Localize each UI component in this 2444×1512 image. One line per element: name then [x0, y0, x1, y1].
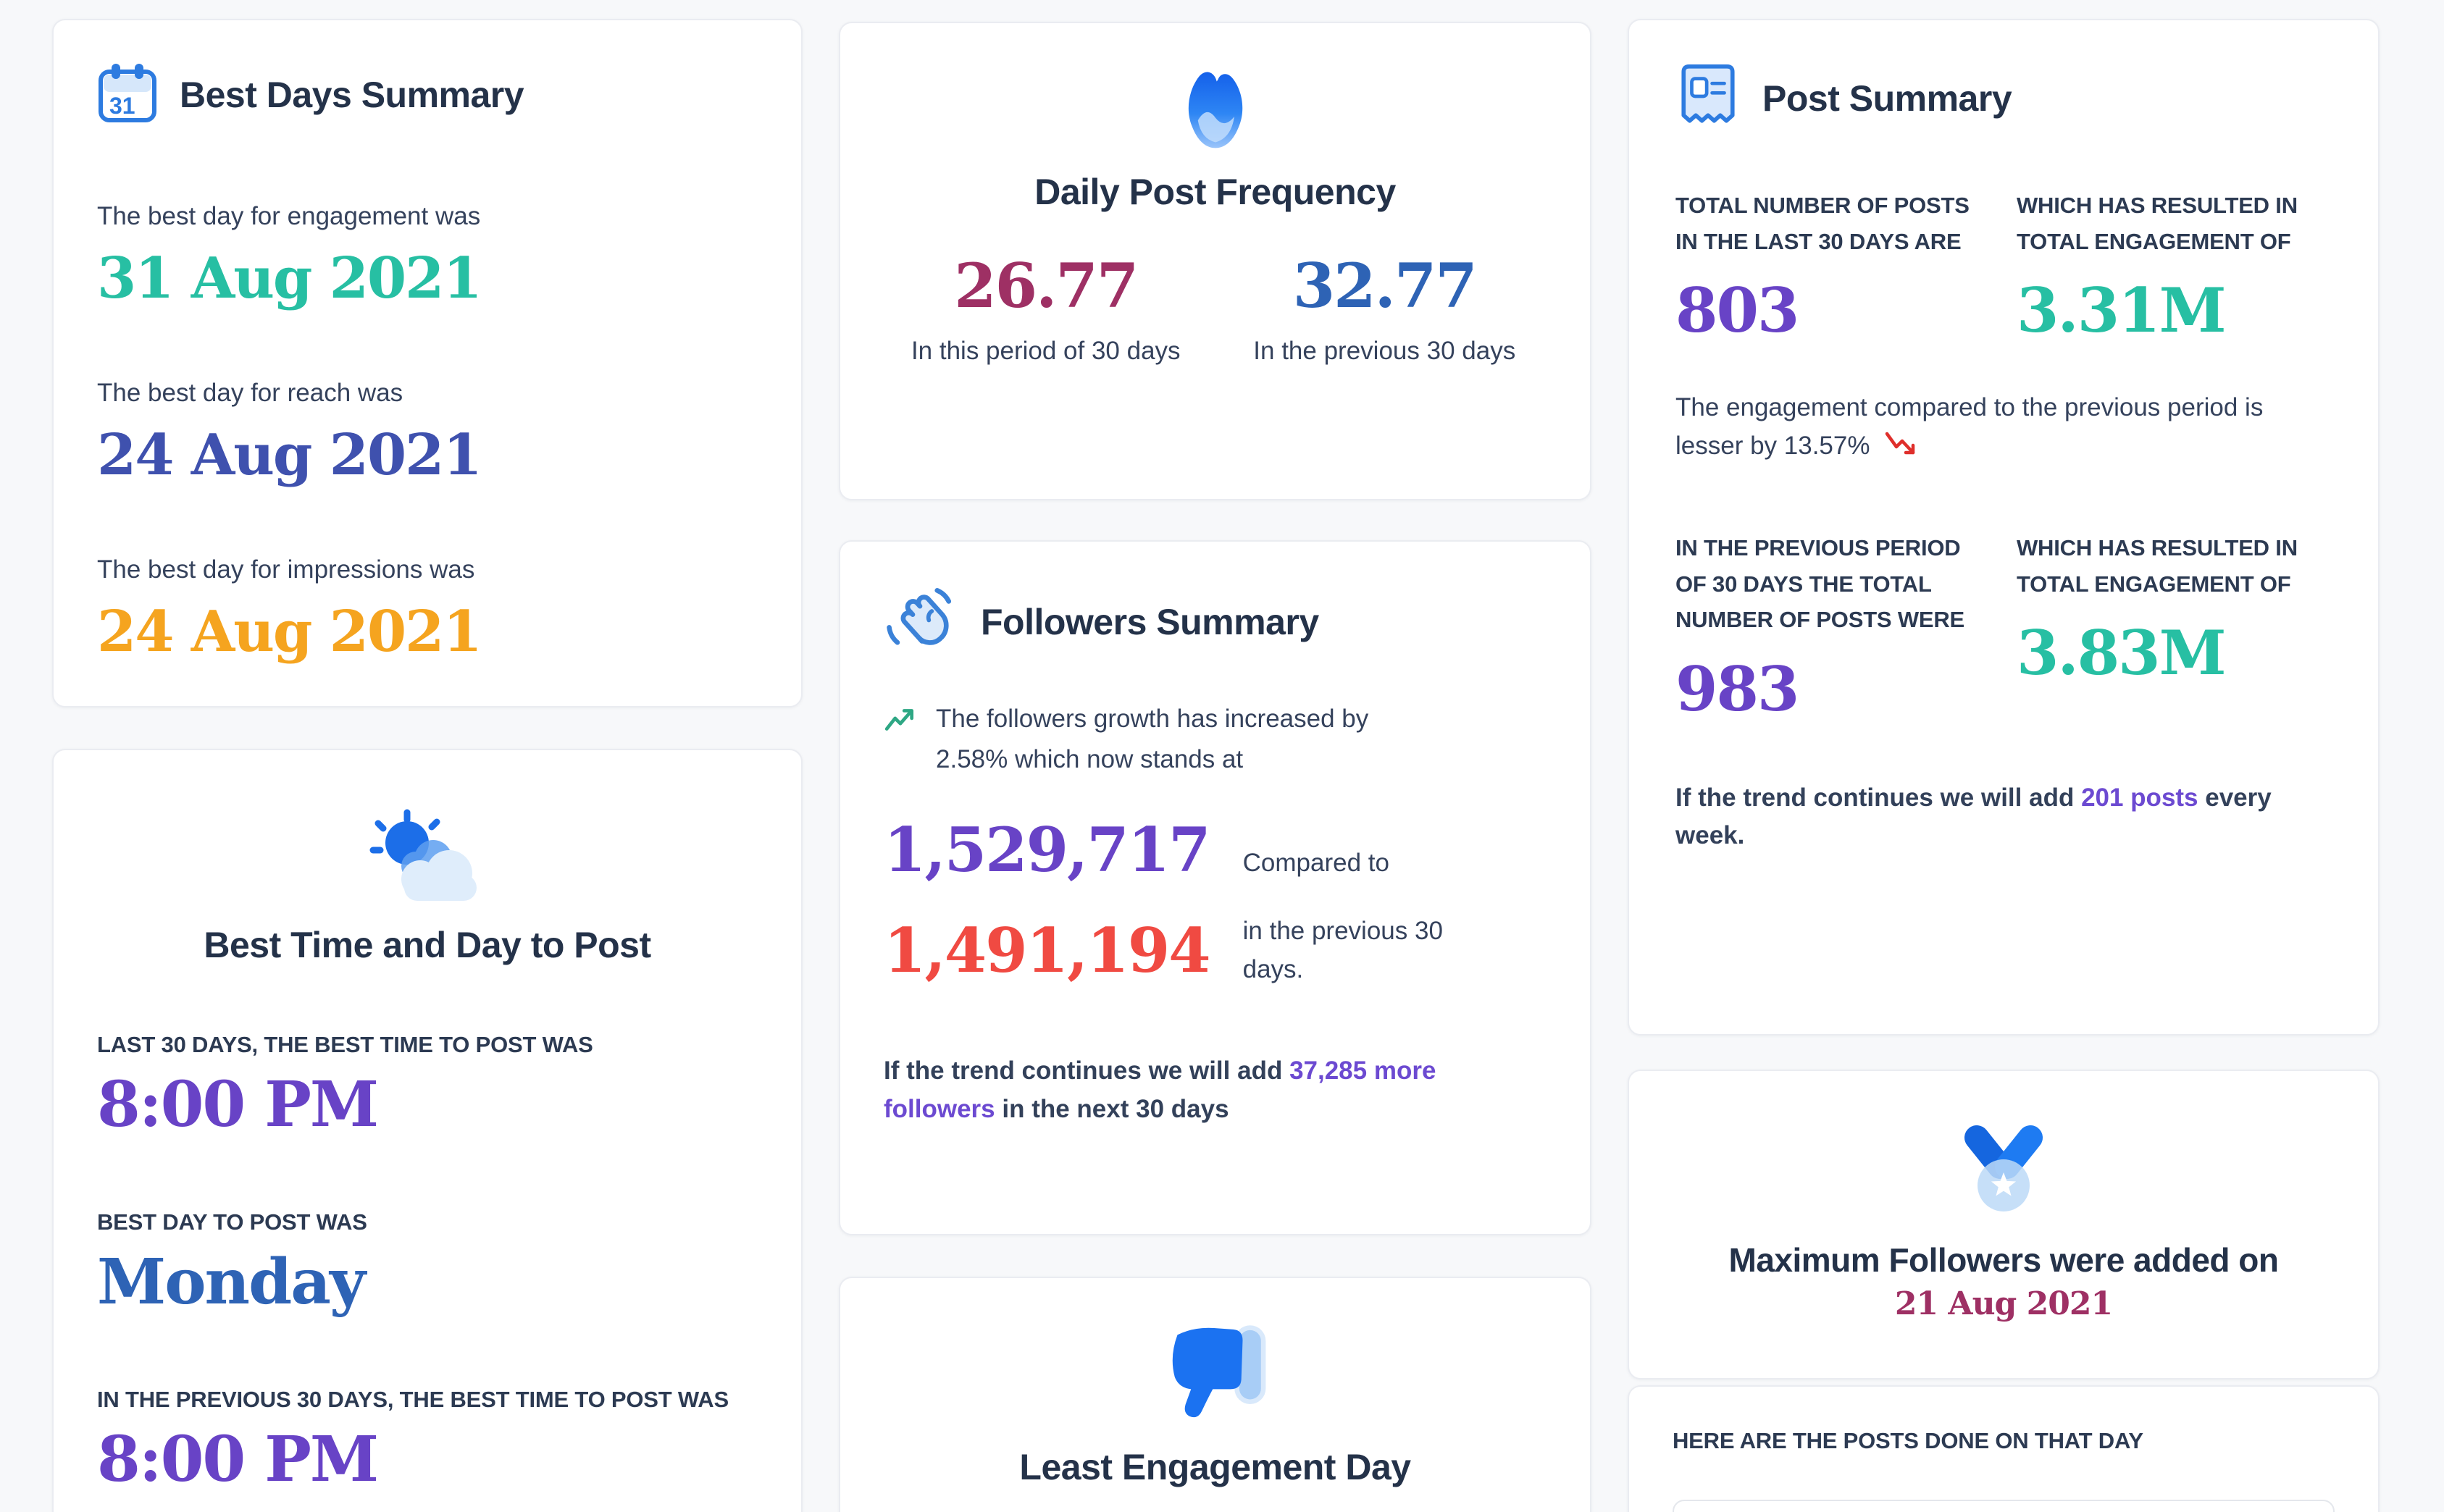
followers-summary-card: Followers Summary The followers growth h…: [839, 540, 1591, 1235]
trend-suffix: in the next 30 days: [995, 1094, 1229, 1123]
total-posts-cell: TOTAL NUMBER OF POSTS IN THE LAST 30 DAY…: [1675, 188, 1991, 348]
best-time-card: Best Time and Day to Post LAST 30 DAYS, …: [52, 749, 803, 1512]
growth-text: The followers growth has increased by 2.…: [936, 705, 1369, 773]
daily-post-frequency-card: Daily Post Frequency 26.77 In this perio…: [839, 22, 1591, 500]
total-engagement-cell: WHICH HAS RESULTED IN TOTAL ENGAGEMENT O…: [2017, 188, 2332, 348]
total-engagement-value: 3.31M: [2017, 274, 2227, 347]
trend-suffix: every week.: [1675, 783, 2272, 850]
best-day-engagement-value: 31 Aug 2021: [97, 245, 482, 311]
post-summary-card: Post Summary TOTAL NUMBER OF POSTS IN TH…: [1628, 19, 2380, 1036]
max-followers-date: 21 Aug 2021: [1894, 1285, 2113, 1322]
previous-followers-row: 1,491,194 in the previous 30 days.: [884, 912, 1547, 988]
card-title: Daily Post Frequency: [1034, 172, 1396, 212]
total-engagement-label: WHICH HAS RESULTED IN TOTAL ENGAGEMENT O…: [2017, 193, 2298, 254]
posts-on-day-card: HERE ARE THE POSTS DONE ON THAT DAY: [1628, 1385, 2380, 1512]
best-days-header: 31 Best Days Summary: [97, 61, 758, 128]
followers-header: Followers Summary: [884, 582, 1547, 661]
previous-engagement-value: 3.83M: [2017, 617, 2227, 689]
card-title: Followers Summary: [981, 601, 1319, 642]
posts-trend-note: If the trend continues we will add 201 p…: [1675, 779, 2327, 855]
current-period-stat: 26.77 In this period of 30 days: [876, 248, 1215, 371]
previous-followers-value: 1,491,194: [884, 915, 1211, 986]
medal-star-icon: [1658, 1122, 2349, 1216]
waving-hand-icon: [884, 582, 959, 661]
trend-prefix: If the trend continues we will add: [884, 1057, 1290, 1085]
trend-up-icon: [884, 709, 914, 731]
previous-engagement-cell: WHICH HAS RESULTED IN TOTAL ENGAGEMENT O…: [2017, 530, 2332, 691]
trend-prefix: If the trend continues we will add: [1675, 783, 2082, 812]
engagement-note-text: The engagement compared to the previous …: [1675, 393, 2264, 460]
column-right: Post Summary TOTAL NUMBER OF POSTS IN TH…: [1628, 19, 2380, 1512]
receipt-icon: [1675, 61, 1741, 135]
least-engagement-card: Least Engagement Day: [839, 1277, 1591, 1512]
post-preview-box[interactable]: [1673, 1499, 2335, 1512]
previous-period-label: in the previous 30 days.: [1242, 917, 1443, 983]
engagement-note: The engagement compared to the previous …: [1675, 389, 2298, 465]
card-title: Best Time and Day to Post: [204, 925, 651, 965]
frequency-stats: 26.77 In this period of 30 days 32.77 In…: [876, 248, 1554, 371]
trend-down-icon: [1885, 432, 1915, 454]
best-day-impressions-label: The best day for impressions was: [97, 555, 475, 584]
post-summary-header: Post Summary: [1675, 61, 2332, 135]
column-left: 31 Best Days Summary The best day for en…: [52, 19, 803, 1512]
previous-frequency-label: In the previous 30 days: [1253, 337, 1516, 365]
total-posts-value: 803: [1675, 274, 1799, 347]
spacer: [52, 707, 803, 749]
best-time-last30-label: LAST 30 DAYS, THE BEST TIME TO POST WAS: [97, 1032, 593, 1057]
current-period-grid: TOTAL NUMBER OF POSTS IN THE LAST 30 DAY…: [1675, 188, 2332, 348]
growth-row: The followers growth has increased by 2.…: [884, 699, 1547, 780]
best-day-value: Monday: [97, 1245, 366, 1319]
flame-icon: [876, 62, 1554, 152]
spacer: [839, 500, 1591, 540]
current-frequency-label: In this period of 30 days: [911, 337, 1181, 365]
card-title: Maximum Followers were added on: [1728, 1241, 2280, 1279]
card-title: Best Days Summary: [180, 74, 524, 115]
previous-period-grid: IN THE PREVIOUS PERIOD OF 30 DAYS THE TO…: [1675, 530, 2332, 727]
calendar-icon: 31: [97, 61, 158, 128]
previous-posts-value: 983: [1675, 652, 1799, 725]
total-posts-label: TOTAL NUMBER OF POSTS IN THE LAST 30 DAY…: [1675, 193, 1970, 254]
svg-text:31: 31: [109, 93, 135, 119]
current-frequency-value: 26.77: [954, 250, 1139, 322]
best-time-last30-value: 8:00 PM: [97, 1067, 379, 1141]
best-day-reach-value: 24 Aug 2021: [97, 421, 482, 488]
current-followers-row: 1,529,717 Compared to: [884, 812, 1547, 888]
best-time-previous30-label: IN THE PREVIOUS 30 DAYS, THE BEST TIME T…: [97, 1387, 729, 1413]
best-day-reach-label: The best day for reach was: [97, 379, 403, 407]
followers-trend-link[interactable]: 37,285 more followers: [884, 1057, 1436, 1123]
sun-cloud-icon: [97, 808, 758, 904]
previous-period-stat: 32.77 In the previous 30 days: [1215, 248, 1554, 371]
best-day-impressions-value: 24 Aug 2021: [97, 598, 482, 665]
previous-engagement-label: WHICH HAS RESULTED IN TOTAL ENGAGEMENT O…: [2017, 535, 2298, 597]
previous-frequency-value: 32.77: [1292, 250, 1478, 322]
best-day-label: BEST DAY TO POST WAS: [97, 1209, 367, 1235]
card-title: Least Engagement Day: [1019, 1447, 1411, 1487]
best-days-summary-card: 31 Best Days Summary The best day for en…: [52, 19, 803, 707]
previous-posts-label: IN THE PREVIOUS PERIOD OF 30 DAYS THE TO…: [1675, 535, 1965, 633]
thumbs-down-icon: [876, 1317, 1554, 1426]
best-time-previous30-value: 8:00 PM: [97, 1422, 379, 1496]
previous-posts-cell: IN THE PREVIOUS PERIOD OF 30 DAYS THE TO…: [1675, 530, 1991, 727]
spacer: [1628, 1036, 2380, 1070]
spacer: [839, 1235, 1591, 1277]
followers-trend-note: If the trend continues we will add 37,28…: [884, 1052, 1492, 1128]
posts-on-day-label: HERE ARE THE POSTS DONE ON THAT DAY: [1673, 1428, 2143, 1453]
spacer: [1628, 1379, 2380, 1385]
card-title: Post Summary: [1762, 77, 2012, 119]
best-day-engagement-label: The best day for engagement was: [97, 202, 481, 230]
max-followers-card: Maximum Followers were added on 21 Aug 2…: [1628, 1070, 2380, 1379]
current-followers-value: 1,529,717: [884, 814, 1211, 886]
column-middle: Daily Post Frequency 26.77 In this perio…: [839, 22, 1591, 1512]
compared-to-label: Compared to: [1242, 849, 1389, 877]
posts-trend-link[interactable]: 201 posts: [2081, 783, 2198, 812]
